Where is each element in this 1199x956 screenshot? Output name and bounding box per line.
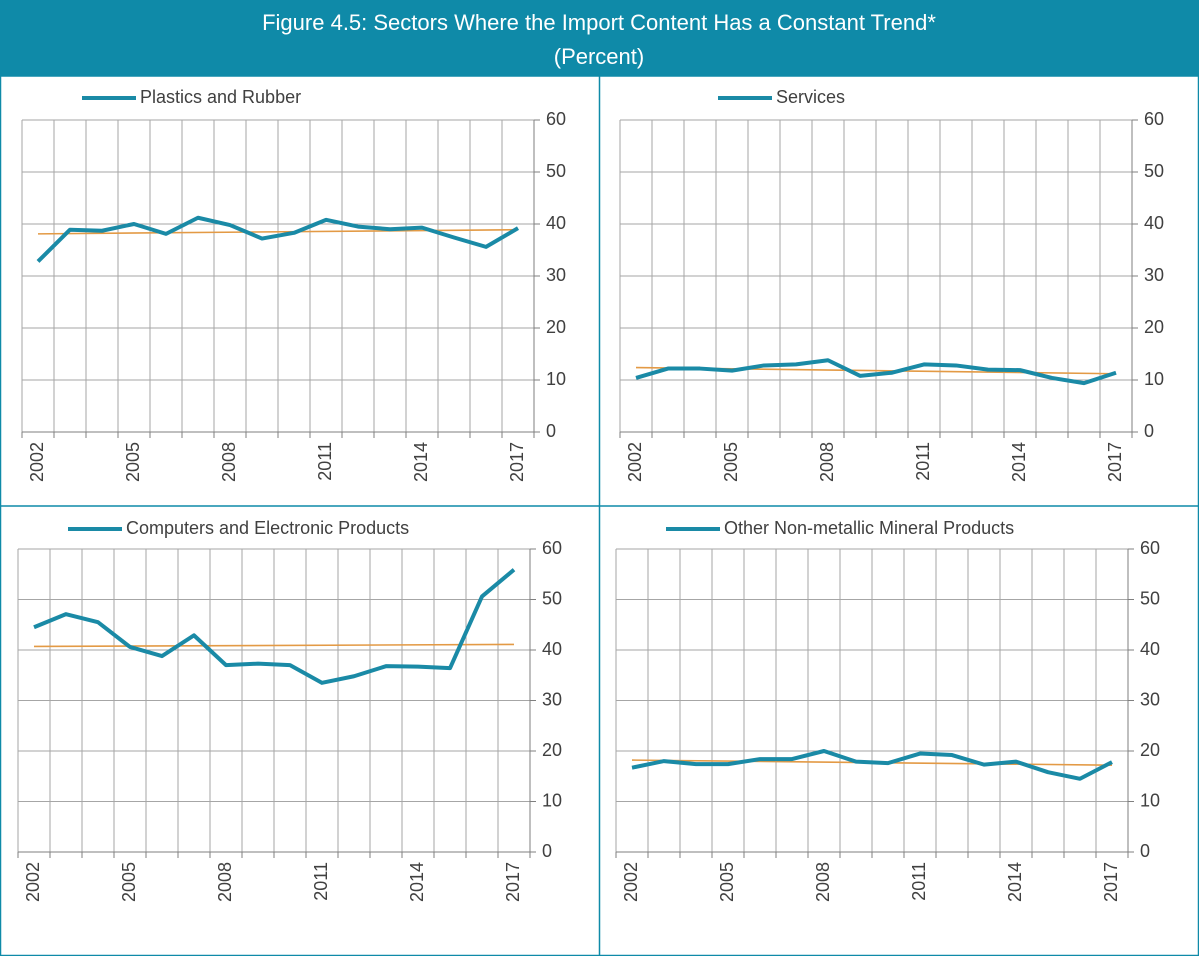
x-tick-label: 2002 (621, 862, 641, 902)
series-line (635, 358, 1117, 386)
y-tick-label: 40 (542, 639, 562, 659)
y-tick-label: 60 (1144, 109, 1164, 129)
x-tick-label: 2002 (27, 442, 47, 482)
x-tick-label: 2008 (817, 442, 837, 482)
figure-title: Figure 4.5: Sectors Where the Import Con… (262, 10, 936, 35)
y-tick-label: 30 (1144, 265, 1164, 285)
legend-label: Plastics and Rubber (140, 87, 301, 107)
y-tick-label: 10 (1140, 790, 1160, 810)
x-tick-label: 2011 (315, 442, 335, 481)
y-tick-label: 10 (546, 369, 566, 389)
y-tick-label: 20 (542, 740, 562, 760)
y-tick-label: 10 (1144, 369, 1164, 389)
header-bar (0, 0, 1199, 76)
x-tick-label: 2005 (717, 862, 737, 902)
x-tick-label: 2017 (507, 442, 527, 482)
y-tick-label: 20 (1144, 317, 1164, 337)
y-tick-label: 0 (1140, 841, 1150, 861)
x-tick-label: 2014 (407, 862, 427, 902)
series-line (33, 568, 516, 685)
y-tick-label: 30 (1140, 689, 1160, 709)
legend-label: Computers and Electronic Products (126, 518, 409, 538)
y-tick-label: 0 (546, 421, 556, 441)
x-tick-label: 2014 (1005, 862, 1025, 902)
x-tick-label: 2008 (215, 862, 235, 902)
figure-subtitle: (Percent) (554, 44, 644, 69)
x-tick-label: 2011 (311, 862, 331, 901)
x-tick-label: 2002 (625, 442, 645, 482)
x-tick-label: 2014 (411, 442, 431, 482)
y-tick-label: 40 (546, 213, 566, 233)
x-tick-label: 2005 (119, 862, 139, 902)
y-tick-label: 60 (1140, 538, 1160, 558)
y-tick-label: 20 (1140, 740, 1160, 760)
x-tick-label: 2008 (813, 862, 833, 902)
y-tick-label: 40 (1140, 639, 1160, 659)
x-tick-label: 2014 (1009, 442, 1029, 482)
y-tick-label: 0 (1144, 421, 1154, 441)
trend-line (33, 643, 515, 648)
legend-label: Other Non-metallic Mineral Products (724, 518, 1014, 538)
x-tick-label: 2005 (123, 442, 143, 482)
x-tick-label: 2017 (1101, 862, 1121, 902)
y-tick-label: 30 (546, 265, 566, 285)
series-line (36, 215, 520, 263)
y-tick-label: 60 (546, 109, 566, 129)
y-tick-label: 40 (1144, 213, 1164, 233)
x-tick-label: 2005 (721, 442, 741, 482)
y-tick-label: 50 (1144, 161, 1164, 181)
trend-line (37, 228, 519, 235)
y-tick-label: 50 (542, 588, 562, 608)
y-tick-label: 0 (542, 841, 552, 861)
x-tick-label: 2017 (1105, 442, 1125, 482)
y-tick-label: 20 (546, 317, 566, 337)
x-tick-label: 2011 (909, 862, 929, 901)
legend-label: Services (776, 87, 845, 107)
y-tick-label: 50 (1140, 588, 1160, 608)
x-tick-label: 2011 (913, 442, 933, 481)
x-tick-label: 2008 (219, 442, 239, 482)
x-tick-label: 2002 (23, 862, 43, 902)
y-tick-label: 30 (542, 689, 562, 709)
x-tick-label: 2017 (503, 862, 523, 902)
y-tick-label: 60 (542, 538, 562, 558)
series-line (631, 749, 1113, 781)
y-tick-label: 10 (542, 790, 562, 810)
y-tick-label: 50 (546, 161, 566, 181)
